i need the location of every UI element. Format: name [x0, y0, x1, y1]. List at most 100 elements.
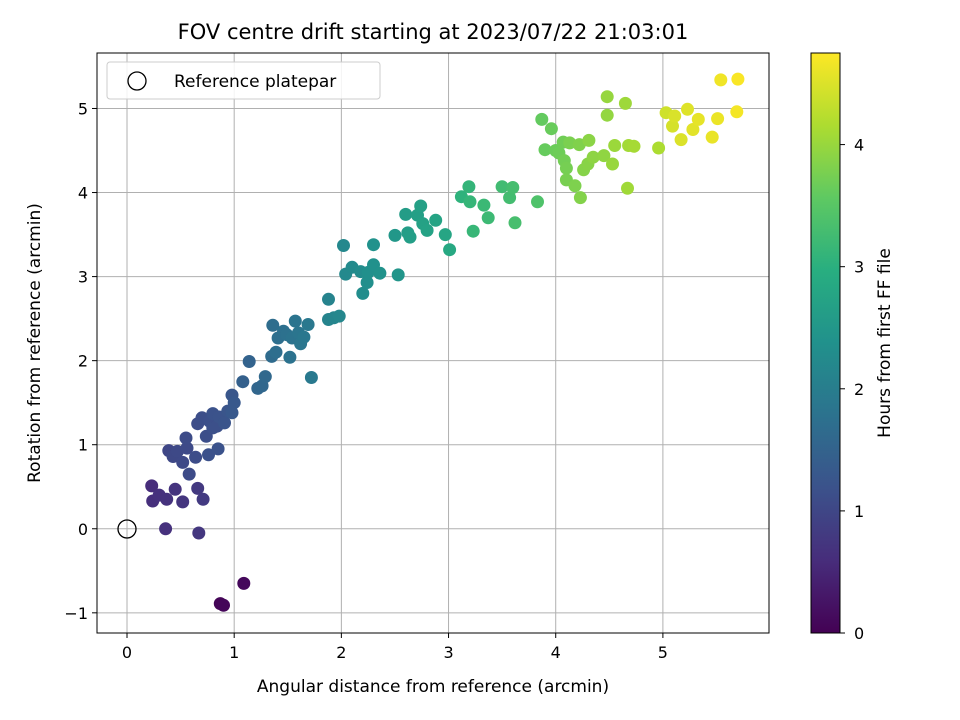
- legend: Reference platepar: [106, 61, 381, 100]
- data-point: [211, 442, 225, 456]
- data-point: [227, 396, 241, 410]
- colorbar-label: Hours from first FF file: [875, 248, 895, 438]
- data-point: [373, 266, 387, 280]
- y-tick-label: 5: [78, 99, 88, 118]
- data-point: [686, 123, 700, 136]
- data-point: [531, 195, 544, 209]
- data-point: [337, 239, 350, 252]
- data-point: [176, 455, 190, 469]
- legend-marker-icon: [127, 71, 147, 91]
- data-point: [414, 199, 428, 213]
- data-point: [477, 198, 491, 212]
- data-point: [159, 522, 173, 536]
- legend-box: [106, 61, 381, 100]
- data-point: [731, 72, 745, 86]
- data-point: [191, 481, 205, 495]
- data-point: [179, 431, 193, 445]
- reference-platepar-marker: [117, 519, 137, 539]
- data-point: [666, 119, 679, 133]
- data-point: [391, 268, 405, 282]
- colorbar-ticks: 0 1 2 3 4: [840, 136, 864, 643]
- data-point: [356, 286, 370, 300]
- data-point: [160, 492, 174, 506]
- data-point: [283, 350, 297, 364]
- y-tick-label: −1: [64, 604, 88, 623]
- data-point: [202, 448, 215, 462]
- data-point: [535, 112, 549, 126]
- data-point: [681, 102, 694, 116]
- colorbar-gradient: [810, 52, 841, 634]
- data-point: [691, 112, 705, 126]
- y-axis-label: Rotation from reference (arcmin): [25, 203, 45, 483]
- data-point: [714, 73, 728, 87]
- colorbar-tick-label: 2: [854, 380, 864, 399]
- data-point: [399, 207, 413, 221]
- data-point: [559, 161, 573, 175]
- data-point: [420, 223, 434, 237]
- data-point: [189, 450, 203, 464]
- data-point: [597, 149, 611, 163]
- data-point: [674, 133, 688, 147]
- data-point: [182, 467, 196, 481]
- data-point: [237, 576, 251, 590]
- data-point: [705, 130, 719, 144]
- data-points: [145, 72, 745, 612]
- data-point: [288, 314, 302, 328]
- data-point: [506, 181, 520, 194]
- data-point: [145, 479, 159, 493]
- plot-frame: [96, 52, 770, 634]
- colorbar-tick-label: 4: [854, 136, 864, 155]
- y-tick-label: 2: [78, 352, 88, 371]
- y-tick-label: 0: [78, 520, 88, 539]
- data-point: [429, 213, 443, 227]
- data-point: [225, 406, 239, 420]
- data-point: [438, 228, 452, 242]
- data-point: [217, 598, 230, 612]
- x-tick-label: 4: [551, 643, 561, 662]
- data-point: [600, 108, 614, 122]
- data-point: [503, 191, 517, 205]
- grid-lines: [97, 53, 769, 633]
- data-point: [711, 112, 725, 126]
- data-point: [586, 150, 600, 164]
- x-tick-label: 0: [122, 643, 132, 662]
- data-point: [180, 441, 194, 455]
- colorbar: 0 1 2 3 4 Hours from first FF file: [810, 52, 895, 643]
- data-point: [360, 276, 374, 289]
- data-point: [508, 216, 522, 230]
- data-point: [563, 136, 577, 150]
- data-point: [236, 375, 250, 389]
- data-point: [266, 318, 280, 332]
- y-tick-label: 3: [78, 268, 88, 287]
- data-point: [463, 195, 477, 209]
- chart-title: FOV centre drift starting at 2023/07/22 …: [178, 20, 689, 44]
- data-point: [538, 143, 552, 157]
- data-point: [582, 133, 596, 147]
- data-point: [332, 309, 346, 323]
- data-point: [443, 243, 457, 257]
- data-point: [573, 191, 587, 205]
- data-point: [608, 139, 622, 152]
- y-axis-ticks: −1 0 1 2 3 4 5: [64, 99, 97, 623]
- y-tick-label: 4: [78, 184, 88, 203]
- data-point: [618, 96, 632, 110]
- data-point: [388, 228, 402, 242]
- data-point: [301, 318, 315, 331]
- data-point: [403, 230, 417, 244]
- x-axis-ticks: 0 1 2 3 4 5: [122, 633, 668, 662]
- x-tick-label: 2: [336, 643, 346, 662]
- data-point: [481, 211, 495, 225]
- x-tick-label: 1: [229, 643, 239, 662]
- data-point: [168, 482, 182, 496]
- data-point: [367, 238, 380, 252]
- data-point: [730, 105, 744, 119]
- data-point: [304, 371, 318, 384]
- x-tick-label: 5: [658, 643, 668, 662]
- colorbar-tick-label: 1: [854, 502, 864, 521]
- data-point: [568, 179, 582, 193]
- data-point: [242, 355, 256, 368]
- colorbar-tick-label: 0: [854, 624, 864, 643]
- colorbar-tick-label: 3: [854, 258, 864, 277]
- data-point: [466, 224, 480, 238]
- data-point: [322, 292, 335, 306]
